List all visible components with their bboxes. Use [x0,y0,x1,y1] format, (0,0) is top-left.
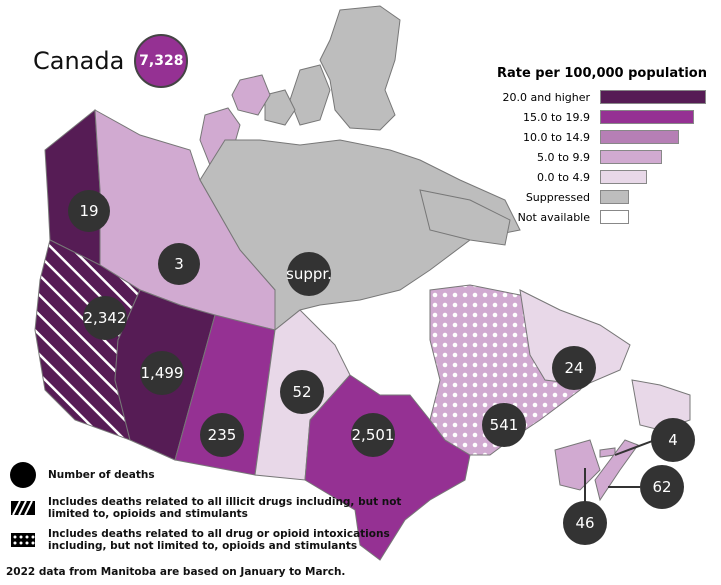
bubble-nunavut: suppr. [286,252,332,296]
region-newfoundland [631,379,691,431]
symbol-key: Number of deaths Includes deaths related… [10,462,401,560]
legend-title: Rate per 100,000 population [496,66,707,81]
legend-item: Not available [494,207,719,227]
bubble-bc: 2,342 [83,296,127,340]
region-nova-scotia [594,439,639,502]
bubble-nova-scotia: 62 [640,465,684,509]
legend-swatch [600,130,679,144]
legend-swatch [600,150,662,164]
bubble-ontario: 2,501 [351,413,395,457]
region-nunavut-islands [319,5,401,131]
page-title: Canada [33,47,125,75]
region-labrador [519,289,631,386]
region-new-brunswick [554,439,601,491]
bubble-manitoba: 52 [280,370,324,414]
bubble-newfoundland: 24 [552,346,596,390]
legend-swatch [600,210,629,224]
bubble-new-brunswick: 46 [563,501,607,545]
key-circle: Number of deaths [10,462,401,488]
legend-swatch [600,110,694,124]
bubble-yukon: 19 [68,190,110,232]
bubble-nwt: 3 [158,243,200,285]
key-dots: Includes deaths related to all drug or o… [10,528,401,552]
region-ontario [304,374,471,561]
bubble-quebec: 541 [482,403,526,447]
key-hatch: Includes deaths related to all illicit d… [10,496,401,520]
legend-item: 0.0 to 4.9 [494,167,719,187]
rate-legend: Rate per 100,000 population 20.0 and hig… [494,66,719,227]
title-block: Canada 7,328 [33,34,189,88]
dot-pattern-icon [11,533,35,547]
bubble-saskatchewan: 235 [200,413,244,457]
region-nwt-islands [231,74,271,116]
circle-icon [10,462,36,488]
legend-item: 10.0 to 14.9 [494,127,719,147]
footnote: 2022 data from Manitoba are based on Jan… [6,566,346,578]
legend-item: 20.0 and higher [494,87,719,107]
legend-item: Suppressed [494,187,719,207]
legend-item: 5.0 to 9.9 [494,147,719,167]
legend-swatch [600,170,647,184]
hatch-pattern-icon [11,501,35,515]
legend-swatch [600,90,706,104]
total-deaths-badge: 7,328 [134,34,189,88]
bubble-pei: 4 [651,418,695,462]
legend-swatch [600,190,629,204]
legend-item: 15.0 to 19.9 [494,107,719,127]
bubble-alberta: 1,499 [140,351,184,395]
